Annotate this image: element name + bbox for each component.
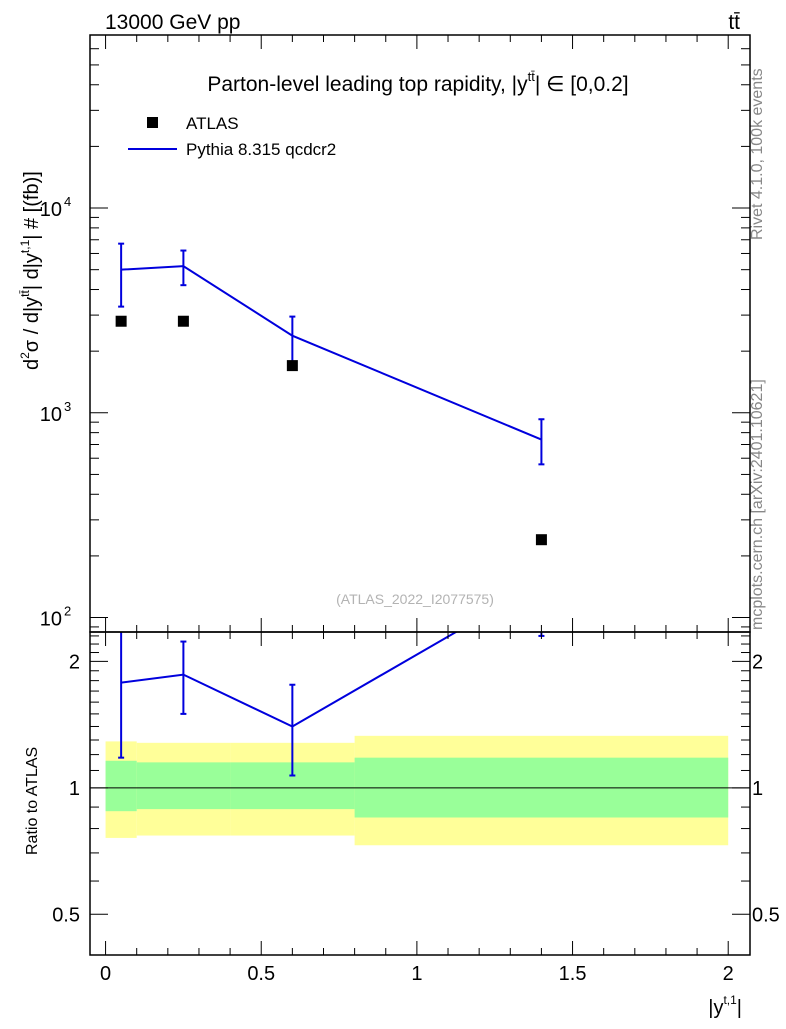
x-axis-label: |yt,1|: [708, 993, 742, 1019]
axis-ticks: [90, 34, 750, 956]
ratio-y-axis-label: Ratio to ATLAS: [24, 747, 41, 855]
ratio-y-tick-label: 2: [69, 651, 80, 673]
ratio-y-tick-label-right: 1: [752, 778, 763, 800]
atlas-point: [535, 534, 547, 546]
ratio-clipped-group: [118, 632, 545, 777]
ratio-band-inner-bin: [105, 760, 137, 812]
x-tick-label: 1.5: [559, 963, 587, 985]
ratio-band-inner-bin: [136, 762, 231, 810]
legend-atlas-marker: [147, 117, 158, 128]
y-tick-label: 10: [40, 199, 62, 221]
ratio-series-layer: [118, 632, 545, 777]
y-tick-label: 10: [40, 609, 62, 631]
ratio-y-tick-label: 0.5: [52, 904, 80, 926]
source-label: mcplots.cern.ch [arXiv:2401.10621]: [749, 379, 766, 630]
main-series-layer: [115, 242, 547, 546]
ratio-plot-frame: [89, 631, 751, 956]
y-tick-label: 10: [40, 404, 62, 426]
y-tick-exponent: 2: [64, 604, 71, 619]
legend-pythia-label: Pythia 8.315 qcdcr2: [186, 140, 336, 159]
process-label: tt̄: [728, 11, 740, 34]
ratio-y-tick-label-right: 0.5: [752, 904, 780, 926]
x-tick-label: 0: [100, 963, 111, 985]
atlas-point: [286, 360, 298, 372]
x-tick-label: 0.5: [247, 963, 275, 985]
pythia-ratio-line: [121, 632, 458, 728]
ratio-y-tick-label: 1: [69, 778, 80, 800]
pythia-line: [121, 265, 542, 441]
legend-atlas-label: ATLAS: [186, 114, 239, 133]
y-tick-exponent: 4: [64, 194, 71, 209]
atlas-point: [177, 315, 189, 327]
energy-label: 13000 GeV pp: [105, 11, 240, 34]
analysis-id: (ATLAS_2022_I2077575): [336, 591, 494, 607]
rivet-label: Rivet 4.1.0, 100k events: [749, 68, 766, 240]
x-tick-label: 1: [411, 963, 422, 985]
y-tick-exponent: 3: [64, 399, 71, 414]
chart-title: Parton-level leading top rapidity, |ytt̄…: [207, 69, 628, 96]
atlas-point: [115, 315, 127, 327]
y-axis-label: d2σ / d|ytt̄| d|yt,1| # [(fb)]: [18, 171, 43, 370]
x-tick-label: 2: [723, 963, 734, 985]
ratio-y-tick-label-right: 2: [752, 651, 763, 673]
